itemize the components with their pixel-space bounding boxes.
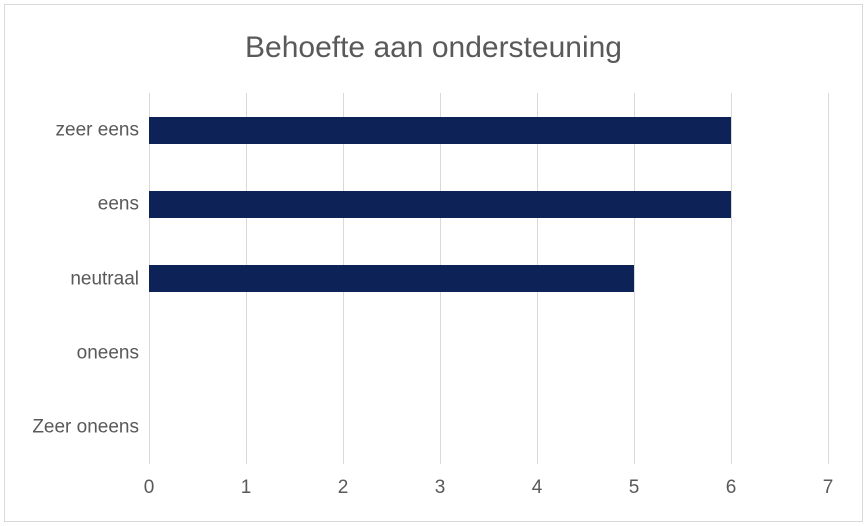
x-tick-label: 6 xyxy=(725,477,737,498)
x-tick-label: 3 xyxy=(434,477,446,498)
x-tick-label: 7 xyxy=(822,477,834,498)
x-tick-label: 2 xyxy=(337,477,349,498)
chart-title: Behoefte aan ondersteuning xyxy=(245,31,622,64)
x-tick-label: 5 xyxy=(628,477,640,498)
x-axis: 0 1 2 3 4 5 6 7 xyxy=(144,477,834,507)
y-tick-label: neutraal xyxy=(70,268,139,289)
x-tick-label: 4 xyxy=(531,477,543,498)
y-tick-label: oneens xyxy=(76,342,139,364)
bar-eens xyxy=(149,190,731,218)
x-tick-label: 1 xyxy=(240,477,252,498)
x-tick-label: 0 xyxy=(143,477,155,498)
plot-area xyxy=(149,93,829,464)
y-tick-label: Zeer oneens xyxy=(32,416,139,438)
y-tick-label: eens xyxy=(97,193,139,215)
gridline xyxy=(731,93,732,464)
bar-neutraal xyxy=(149,265,634,292)
gridline xyxy=(828,93,829,464)
gridline xyxy=(634,93,635,464)
y-axis: zeer eens eens neutraal oneens Zeer oneens xyxy=(5,93,139,464)
chart-frame: Behoefte aan ondersteuning zeer eens eens… xyxy=(4,4,863,522)
y-tick-label: zeer eens xyxy=(55,119,139,141)
bar-zeer-eens xyxy=(149,116,731,144)
